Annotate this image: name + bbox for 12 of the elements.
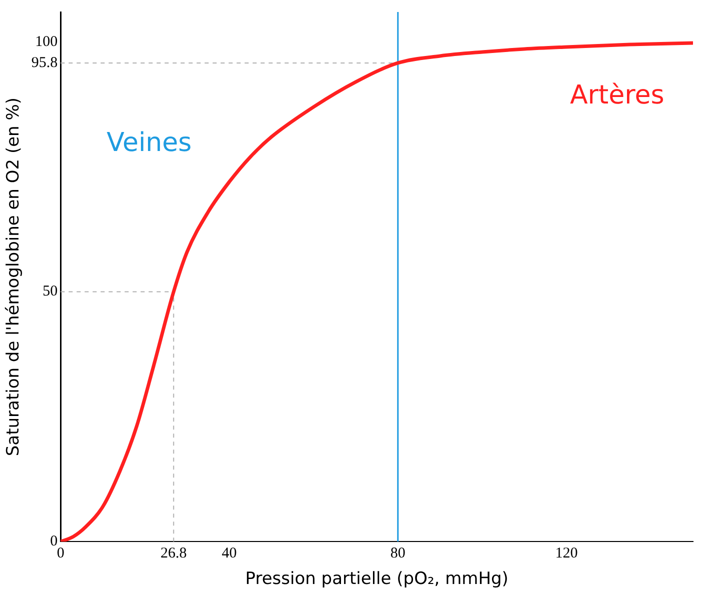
y-tick-label: 0 bbox=[50, 534, 58, 550]
y-axis-title: Saturation de l'hémoglobine en O2 (en %) bbox=[4, 97, 24, 456]
annotation: Veines bbox=[106, 128, 192, 158]
y-tick-label: 95.8 bbox=[31, 54, 58, 71]
x-tick-label: 120 bbox=[555, 546, 578, 562]
annotation: Artères bbox=[570, 80, 664, 110]
y-tick-label: 50 bbox=[42, 284, 58, 300]
x-axis-title: Pression partielle (pO₂, mmHg) bbox=[245, 569, 508, 590]
x-tick-label: 40 bbox=[222, 546, 237, 562]
x-tick-label: 26.8 bbox=[160, 546, 187, 562]
x-tick-label: 80 bbox=[390, 546, 406, 562]
y-tick-label: 100 bbox=[35, 34, 58, 50]
